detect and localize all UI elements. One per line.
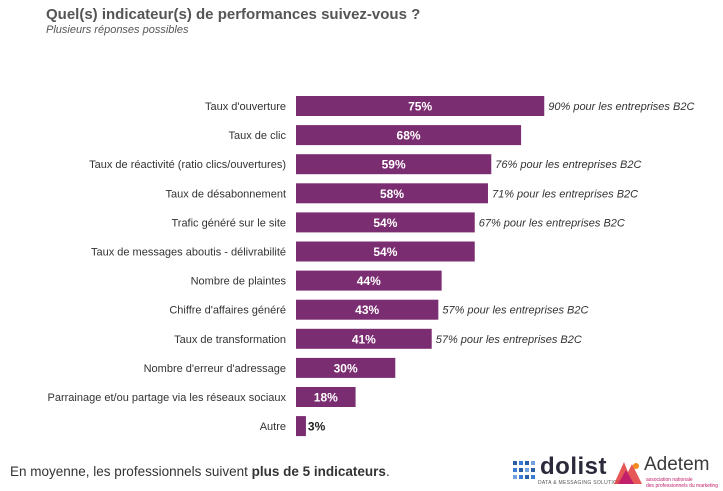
adetem-mark-icon bbox=[614, 462, 642, 484]
annotation-label: 57% pour les entreprises B2C bbox=[436, 334, 582, 346]
adetem-logo: Adetem association nationale des profess… bbox=[612, 454, 718, 489]
data-label: 54% bbox=[373, 245, 397, 259]
footer-note: En moyenne, les professionnels suivent p… bbox=[10, 464, 390, 479]
footer-period: . bbox=[385, 464, 390, 479]
bar bbox=[296, 183, 488, 204]
chart-title: Quel(s) indicateur(s) de performances su… bbox=[46, 6, 421, 23]
dolist-grid-icon bbox=[513, 461, 535, 479]
chart-subtitle: Plusieurs réponses possibles bbox=[46, 24, 189, 36]
annotation-label: 76% pour les entreprises B2C bbox=[495, 159, 641, 171]
category-label: Trafic généré sur le site bbox=[171, 217, 286, 229]
data-label: 59% bbox=[382, 158, 406, 172]
category-label: Taux de clic bbox=[229, 130, 287, 142]
data-label: 58% bbox=[380, 187, 404, 201]
data-label: 68% bbox=[397, 129, 421, 143]
category-label: Taux d'ouverture bbox=[205, 101, 286, 113]
category-label: Taux de messages aboutis - délivrabilité bbox=[91, 247, 286, 259]
bar bbox=[296, 241, 475, 262]
adetem-tagline-line-2: des professionnels du marketing bbox=[646, 483, 718, 489]
data-label: 3% bbox=[308, 420, 326, 434]
data-label: 18% bbox=[314, 391, 338, 405]
bar bbox=[296, 416, 306, 437]
category-label: Nombre de plaintes bbox=[191, 276, 287, 288]
category-label: Parrainage et/ou partage via les réseaux… bbox=[48, 392, 287, 404]
data-label: 44% bbox=[357, 274, 381, 288]
bar bbox=[296, 357, 396, 378]
adetem-wordmark: Adetem bbox=[644, 454, 710, 475]
bar bbox=[296, 270, 442, 291]
annotation-label: 90% pour les entreprises B2C bbox=[548, 101, 694, 113]
category-label: Nombre d'erreur d'adressage bbox=[144, 363, 286, 375]
dolist-wordmark: dolist bbox=[540, 453, 607, 480]
footer-text: En moyenne, les professionnels suivent bbox=[10, 464, 252, 479]
category-label: Taux de transformation bbox=[174, 334, 286, 346]
bar bbox=[296, 96, 545, 116]
dolist-logo: dolist DATA & MESSAGING SOLUTIONS bbox=[513, 453, 624, 489]
bar bbox=[296, 212, 475, 233]
data-label: 75% bbox=[408, 100, 432, 114]
bar bbox=[296, 299, 439, 320]
category-label: Taux de désabonnement bbox=[166, 188, 286, 200]
data-label: 43% bbox=[355, 303, 379, 317]
bar bbox=[296, 154, 492, 175]
annotation-label: 57% pour les entreprises B2C bbox=[442, 305, 588, 317]
data-label: 41% bbox=[352, 332, 376, 346]
footer-highlight: plus de 5 indicateurs bbox=[251, 464, 386, 479]
data-label: 54% bbox=[373, 216, 397, 230]
dolist-tagline: DATA & MESSAGING SOLUTIONS bbox=[538, 480, 625, 486]
bar bbox=[296, 387, 356, 407]
category-label: Taux de réactivité (ratio clics/ouvertur… bbox=[89, 159, 286, 171]
annotation-label: 71% pour les entreprises B2C bbox=[492, 188, 638, 200]
adetem-tagline: association nationale des professionnels… bbox=[646, 477, 718, 489]
bar bbox=[296, 328, 432, 349]
data-label: 30% bbox=[334, 361, 358, 375]
annotation-label: 67% pour les entreprises B2C bbox=[479, 217, 625, 229]
bar-chart: Taux d'ouverture 75% 90% pour les entrepri… bbox=[48, 96, 694, 437]
category-label: Chiffre d'affaires généré bbox=[169, 305, 286, 317]
bar bbox=[296, 125, 522, 146]
adetem-tagline-line-1: association nationale bbox=[646, 477, 693, 483]
category-label: Autre bbox=[260, 421, 286, 433]
